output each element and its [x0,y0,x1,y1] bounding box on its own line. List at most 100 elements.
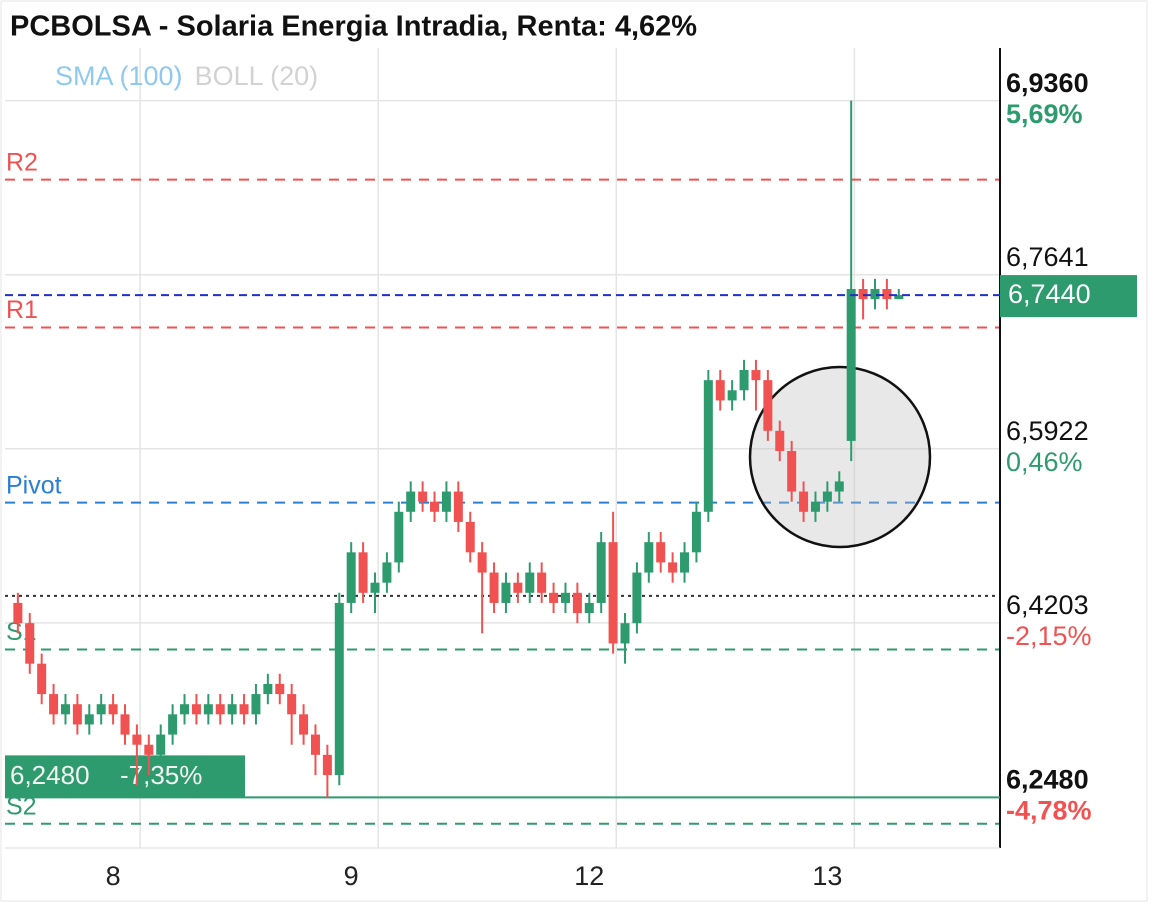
candle-body [465,521,475,553]
candle-body [858,289,868,300]
candle-body [239,704,249,715]
candle-body [49,694,59,715]
candle-body [275,683,285,695]
candle-body [263,683,273,695]
x-tick-label: 13 [812,861,842,891]
candle-body [334,602,344,776]
candle-body [882,289,892,300]
low-change: -7,35% [120,760,202,790]
candle-body [251,694,261,715]
candle-body [894,295,904,300]
candle-body [382,562,392,583]
candle-body [822,491,832,502]
candle-body [287,694,297,715]
candle-body [620,623,630,644]
candle-body [763,380,773,431]
candle-body [13,602,23,624]
candle-body [406,491,416,512]
candle-body [191,704,201,715]
candle-body [25,623,35,664]
candle-body [727,390,737,401]
candle-body [834,481,844,492]
candle-body [799,491,809,512]
plot-area [5,48,1000,848]
candle-body [691,511,701,553]
candle-body [60,704,70,715]
pivot-label: Pivot [6,471,62,499]
x-tick-label: 12 [574,861,604,891]
candle-body [549,592,559,603]
candle-body [513,582,523,593]
low-box [5,755,245,798]
x-tick-label: 9 [344,861,359,891]
pivot-label: R1 [6,296,38,324]
candle-body [751,370,761,381]
candle-body [584,602,594,614]
candle-body [120,714,130,735]
y-tick-change: 5,69% [1006,99,1083,129]
highlight-circle [748,365,932,549]
candle-body [108,704,118,715]
candle-body [299,714,309,735]
candle-body [203,704,213,715]
candle-body [37,663,47,695]
candle-body [537,572,547,593]
candle-body [668,562,678,573]
candle-body [310,734,320,755]
legend-label: BOLL (20) [195,61,319,91]
y-tick-label: 6,5922 [1006,416,1089,446]
candle-body [560,592,570,603]
candle-body [180,704,190,715]
candle-body [870,289,880,300]
candle-body [775,430,785,452]
candle-body [346,552,356,603]
y-tick-label: 6,9360 [1006,68,1089,98]
candle-body [358,552,368,593]
candle-body [596,542,606,603]
candle-body [132,734,142,745]
candle-body [810,501,820,512]
candle-body [680,552,690,573]
candle-body [322,754,332,776]
last-price-box [1000,275,1137,318]
y-tick-label: 6,4203 [1006,590,1089,620]
candle-body [144,744,154,755]
candle-body [453,491,463,522]
candle-body [441,491,451,512]
y-tick-change: 0,46% [1006,447,1083,477]
x-tick-label: 8 [106,861,121,891]
low-label: 6,2480 [10,760,90,790]
candle-body [846,289,856,441]
candle-body [227,704,237,715]
candle-body [370,582,380,593]
candle-body [787,451,797,492]
candle-body [168,714,178,735]
pivot-label: R2 [6,148,38,176]
y-tick-change: -4,78% [1006,795,1092,825]
candle-body [656,542,666,563]
candle-body [632,572,642,624]
candle-body [715,380,725,401]
candle-body [477,552,487,573]
candle-body [418,491,428,502]
candle-body [96,704,106,715]
candle-body [430,501,440,512]
y-tick-label: 6,2480 [1006,764,1089,794]
candle-body [644,542,654,573]
y-tick-label: 6,7641 [1006,242,1089,272]
title-bg [5,5,1000,47]
candle-body [215,704,225,715]
candle-body [703,380,713,512]
y-tick-change: -2,15% [1006,621,1092,651]
candle-body [525,572,535,593]
candle-body [572,592,582,614]
candle-body [501,582,511,603]
candle-body [156,734,166,755]
candle-body [489,572,499,603]
candle-body [394,511,404,563]
candle-body [72,704,82,725]
chart-title: PCBOLSA - Solaria Energia Intradia, Rent… [10,11,697,43]
candle-body [84,714,94,725]
